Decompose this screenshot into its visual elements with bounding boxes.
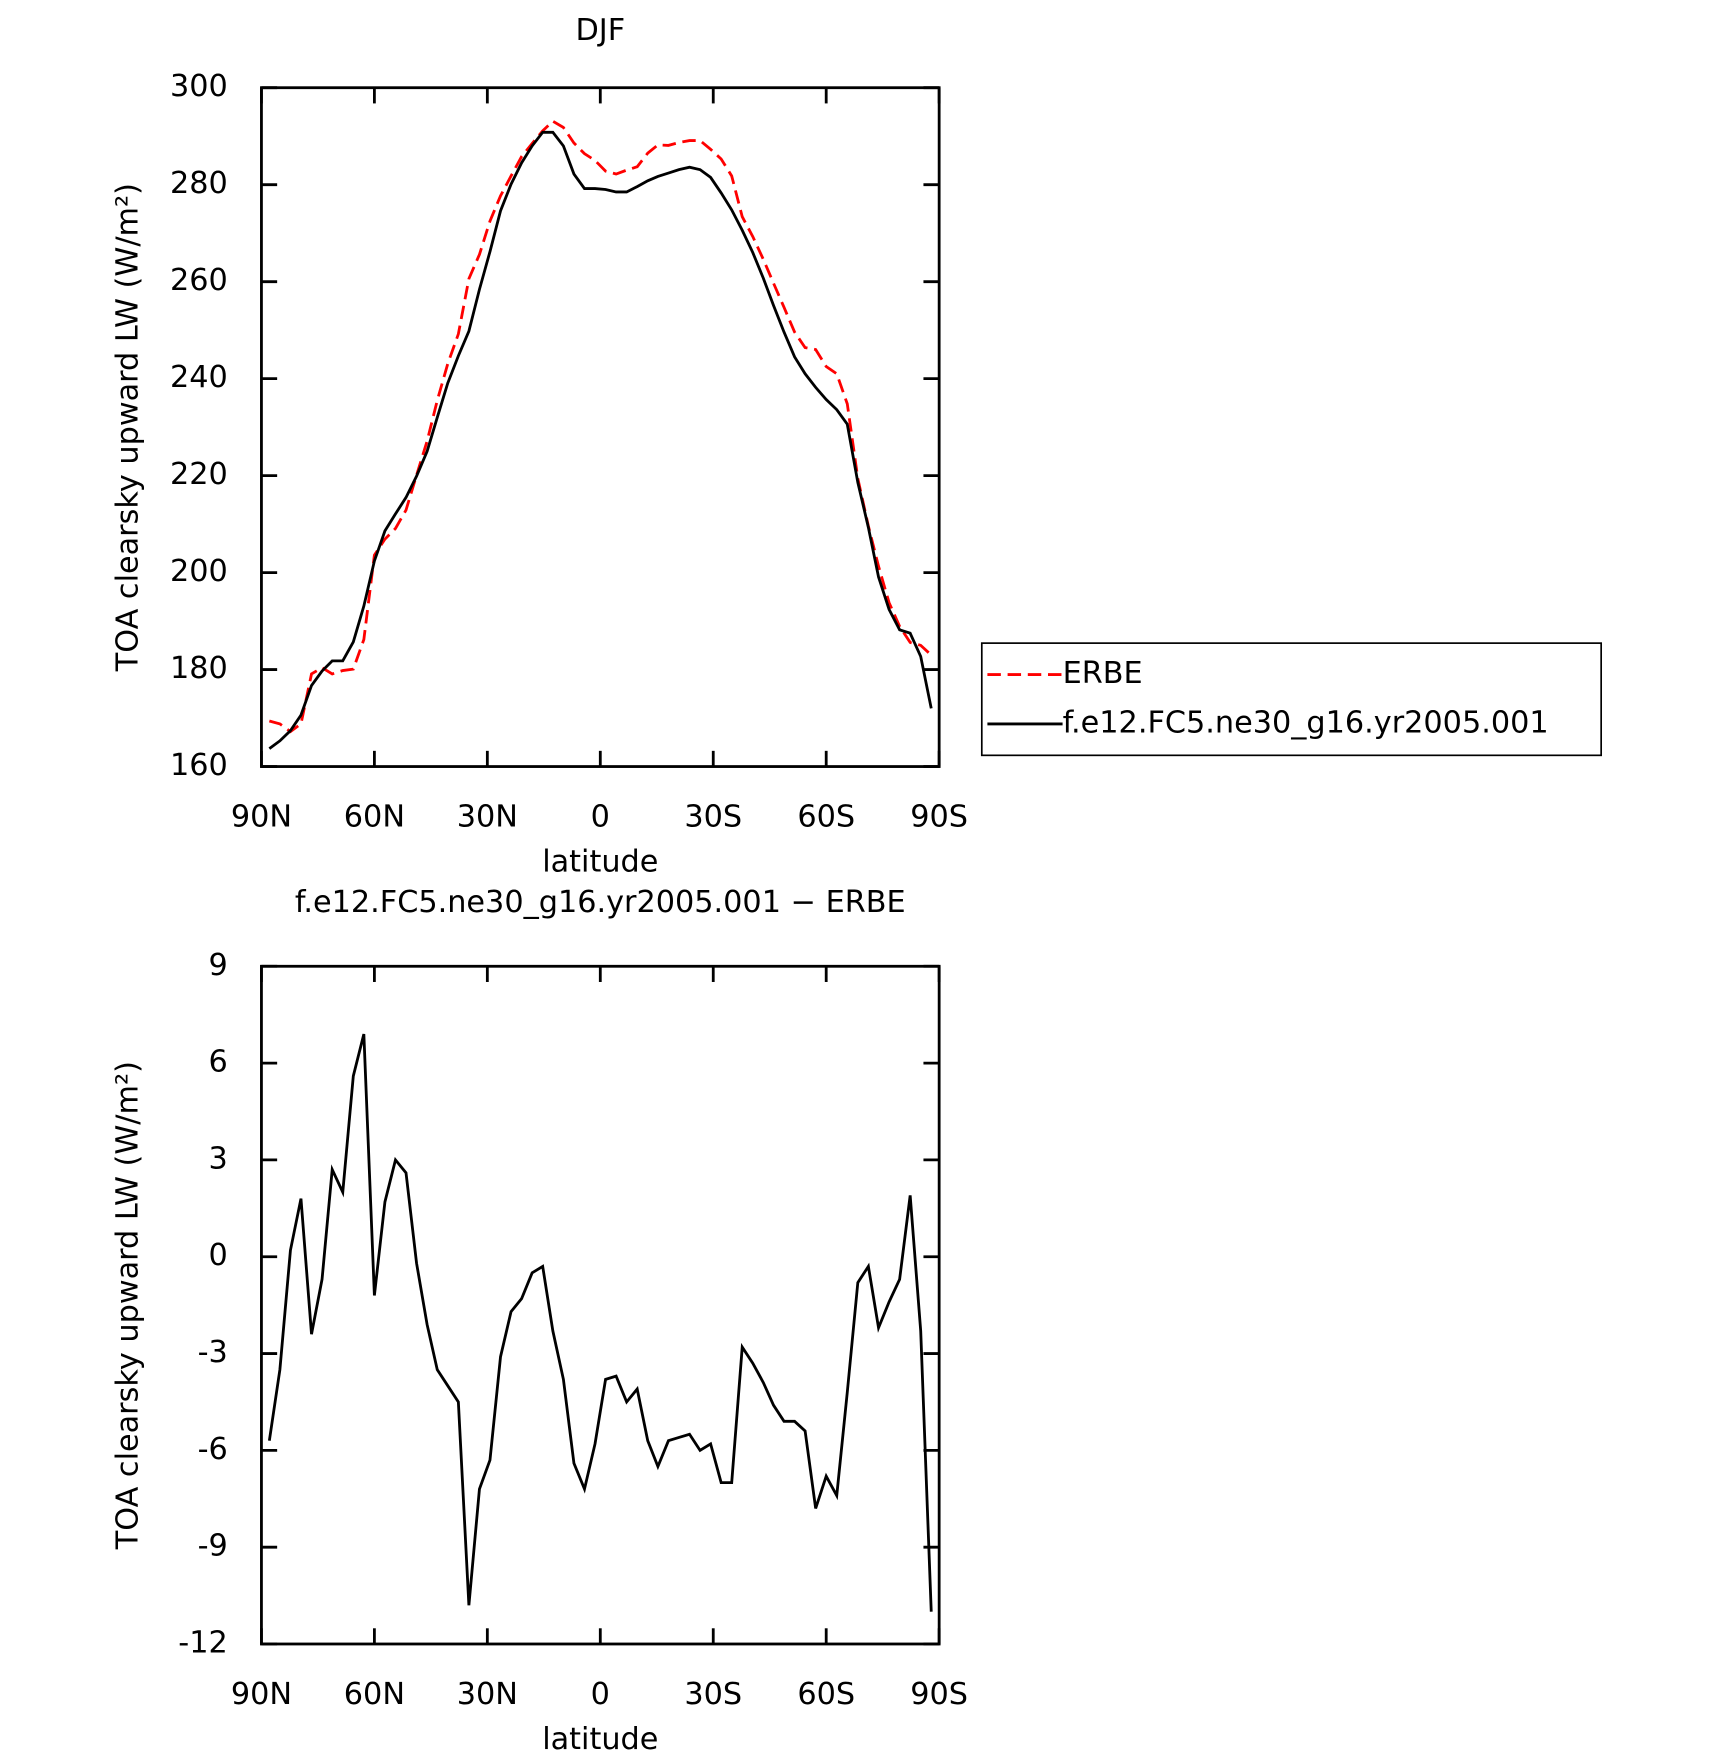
y-tick-label: 9 bbox=[208, 948, 227, 983]
y-axis-label: TOA clearsky upward LW (W/m²) bbox=[111, 1061, 146, 1550]
y-tick-label: 180 bbox=[170, 651, 228, 686]
x-tick-label: 90N bbox=[231, 1677, 292, 1712]
legend-label: f.e12.FC5.ne30_g16.yr2005.001 bbox=[1063, 705, 1549, 740]
x-tick-label: 30N bbox=[457, 800, 518, 835]
y-tick-label: 280 bbox=[170, 166, 228, 201]
x-tick-label: 0 bbox=[591, 800, 610, 835]
x-axis-label: latitude bbox=[542, 1722, 658, 1757]
y-tick-label: 240 bbox=[170, 360, 228, 395]
x-tick-label: 90N bbox=[231, 800, 292, 835]
y-tick-label: -9 bbox=[198, 1529, 228, 1564]
data-line bbox=[268, 119, 933, 734]
y-tick-label: 200 bbox=[170, 554, 228, 589]
x-axis-label: latitude bbox=[542, 845, 658, 880]
y-tick-label: 260 bbox=[170, 263, 228, 298]
x-tick-label: 30S bbox=[684, 1677, 742, 1712]
x-tick-label: 90S bbox=[910, 800, 968, 835]
y-tick-label: 3 bbox=[208, 1141, 227, 1176]
x-tick-label: 60S bbox=[797, 800, 855, 835]
plot-frame bbox=[260, 964, 941, 1646]
x-tick-label: 60N bbox=[344, 1677, 405, 1712]
y-tick-label: -6 bbox=[198, 1432, 228, 1467]
data-line bbox=[267, 1033, 933, 1612]
y-tick-label: 0 bbox=[208, 1238, 227, 1273]
y-axis-label: TOA clearsky upward LW (W/m²) bbox=[111, 183, 146, 672]
x-tick-label: 60S bbox=[797, 1677, 855, 1712]
chart-title: DJF bbox=[575, 13, 625, 48]
legend-box bbox=[980, 642, 1603, 757]
chart-title: f.e12.FC5.ne30_g16.yr2005.001 − ERBE bbox=[295, 885, 906, 920]
y-tick-label: 220 bbox=[170, 457, 228, 492]
legend-label: ERBE bbox=[1063, 656, 1143, 691]
y-tick-label: 6 bbox=[208, 1045, 227, 1080]
x-tick-label: 30N bbox=[457, 1677, 518, 1712]
x-tick-label: 0 bbox=[591, 1677, 610, 1712]
x-tick-label: 30S bbox=[684, 800, 742, 835]
y-tick-label: -3 bbox=[198, 1335, 228, 1370]
data-line bbox=[268, 130, 933, 750]
y-tick-label: 160 bbox=[170, 748, 228, 783]
x-tick-label: 60N bbox=[344, 800, 405, 835]
y-tick-label: -12 bbox=[178, 1625, 227, 1660]
x-tick-label: 90S bbox=[910, 1677, 968, 1712]
y-tick-label: 300 bbox=[170, 69, 228, 104]
